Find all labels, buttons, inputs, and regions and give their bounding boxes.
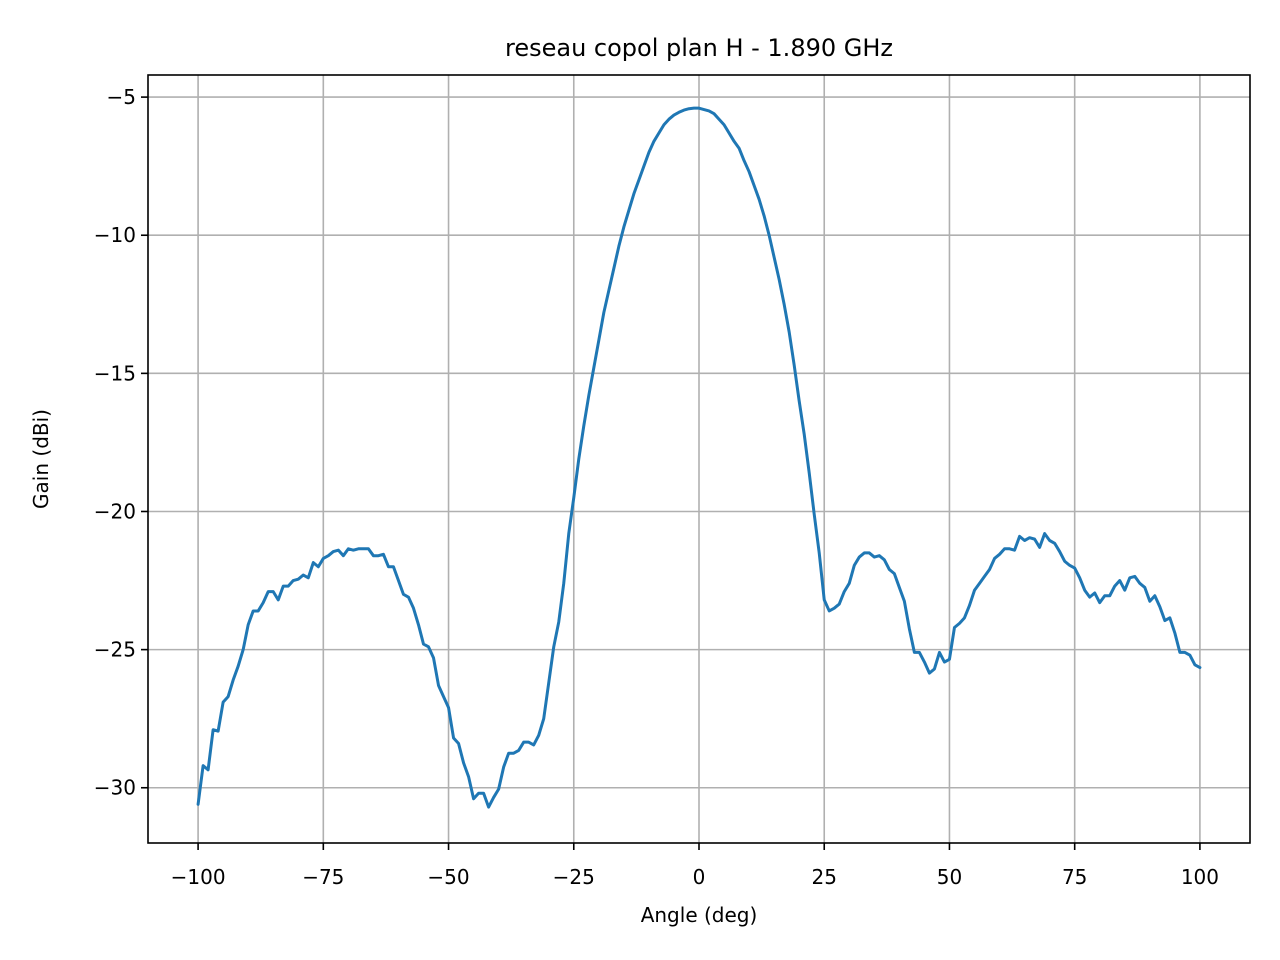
series-group: [196, 106, 1202, 809]
x-tick-label: 50: [937, 865, 962, 889]
x-tick-label: −25: [553, 865, 595, 889]
x-tick-label: 75: [1062, 865, 1087, 889]
x-tick-label: −100: [171, 865, 226, 889]
y-axis-label: Gain (dBi): [29, 409, 53, 509]
x-tick-label: −75: [302, 865, 344, 889]
y-tick-label: −25: [94, 638, 136, 662]
x-tick-label: 25: [812, 865, 837, 889]
x-axis-label: Angle (deg): [641, 903, 758, 927]
y-tick-label: −15: [94, 361, 136, 385]
y-tick-label: −20: [94, 499, 136, 523]
y-tick-label: −30: [94, 776, 136, 800]
y-tick-label: −10: [94, 223, 136, 247]
x-tick-label: 0: [693, 865, 706, 889]
x-tick-label: −50: [427, 865, 469, 889]
series-line: [196, 106, 1202, 809]
y-tick-label: −5: [107, 85, 136, 109]
ticks: −100 −75 −50 −25 0 25 50 75 100 −30 −25 −20 −15 −10 −5: [94, 85, 1219, 889]
x-tick-label: 100: [1181, 865, 1219, 889]
chart-title: reseau copol plan H - 1.890 GHz: [505, 34, 893, 62]
grid: [148, 75, 1250, 843]
